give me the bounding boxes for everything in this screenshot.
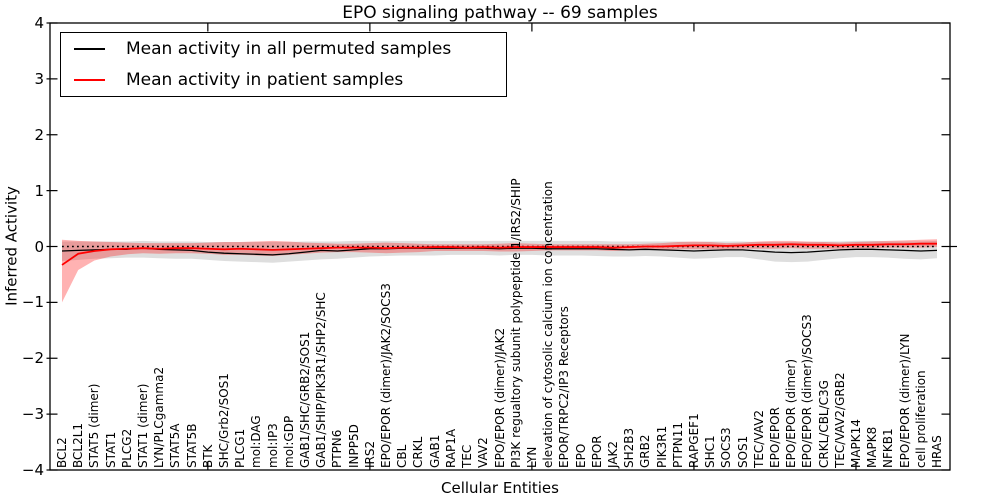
x-category-label: TEC/VAV2: [751, 409, 766, 468]
x-category-label: JAK2: [605, 440, 620, 468]
x-category-label: HRAS: [930, 435, 944, 468]
x-category-label: elevation of cytosolic calcium ion conce…: [541, 181, 556, 468]
x-category-label: GRB2: [638, 434, 653, 468]
x-category-label: PLCG2: [119, 428, 134, 468]
x-category-label: GAB1/SHIP/PIK3R1/SHP2/SHC: [314, 292, 329, 468]
x-category-label: SH2B3: [622, 427, 637, 468]
x-category-label: PTPN6: [330, 429, 345, 468]
x-category-label: EPO/EPOR (dimer)/JAK2: [492, 327, 507, 468]
y-tick-label: 4: [34, 14, 44, 32]
y-tick-label: −3: [21, 405, 44, 424]
x-category-label: STAT5B: [184, 423, 199, 469]
x-category-label: RAPGEF1: [686, 413, 701, 468]
legend-line-sample-red: [74, 78, 105, 81]
x-category-label: MAPK8: [865, 426, 880, 468]
x-category-label: CRKL/CBL/C3G: [816, 380, 831, 468]
x-category-label: EPO/EPOR (dimer)/SOCS3: [800, 314, 815, 468]
x-category-label: EPO/EPOR (dimer)/JAK2/SOCS3: [379, 283, 394, 468]
legend-line-sample-black: [74, 48, 105, 51]
x-category-label: mol:DAG: [249, 415, 264, 468]
x-category-label: MAPK14: [848, 419, 863, 468]
x-category-label: TEC: [460, 444, 475, 468]
x-category-label: LYN: [524, 446, 539, 468]
x-category-label: CBL: [395, 444, 410, 468]
x-category-label: EPOR: [589, 435, 604, 468]
x-category-label: EPO/EPOR: [767, 407, 782, 468]
x-category-label: GAB1/SHC/GRB2/SOS1: [298, 331, 313, 468]
x-category-label: STAT5 (dimer): [87, 383, 102, 468]
x-category-label: PIK3R1: [654, 425, 669, 468]
y-tick-label: 1: [34, 181, 44, 200]
chart-title: EPO signaling pathway -- 69 samples: [342, 3, 658, 23]
y-tick-label: 2: [34, 125, 44, 144]
x-category-label: VAV2: [476, 437, 491, 468]
x-category-label: STAT1 (dimer): [136, 383, 151, 468]
x-category-label: BCL2L1: [71, 422, 86, 468]
x-category-label: BTK: [200, 444, 215, 468]
x-category-label: SHC/Grb2/SOS1: [217, 373, 232, 468]
x-category-label: NFKB1: [881, 428, 896, 468]
y-tick-label: 3: [34, 69, 44, 88]
y-tick-label: −2: [21, 349, 44, 368]
x-category-label: cell proliferation: [913, 370, 928, 468]
x-category-label: BCL2: [55, 437, 69, 468]
x-category-label: PLCG1: [233, 428, 248, 468]
x-category-label: mol:IP3: [265, 423, 280, 468]
x-category-label: TEC/VAV2/GRB2: [832, 372, 847, 468]
x-category-label: LYN/PLCgamma2: [152, 366, 167, 468]
x-category-label: EPOR/TRPC2/IP3 Receptors: [557, 306, 572, 468]
x-category-label: mol:GDP: [281, 415, 296, 468]
x-category-label: STAT1: [103, 431, 118, 468]
x-category-label: EPO: [573, 443, 588, 468]
x-category-label: EPO/EPOR (dimer): [784, 358, 799, 468]
x-category-label: SOS1: [735, 435, 750, 468]
x-category-label: GAB1: [427, 434, 442, 468]
x-category-label: PI3K regualtory subunit polypeptide 1/IR…: [508, 178, 523, 468]
legend-item-patient: Mean activity in patient samples: [74, 66, 506, 94]
legend-label-patient: Mean activity in patient samples: [126, 69, 404, 90]
patient-confidence-band: [62, 239, 937, 303]
x-category-label: RAP1A: [443, 428, 458, 468]
x-category-label: IRS2: [362, 440, 377, 468]
y-tick-label: −4: [21, 461, 44, 479]
x-category-label: INPP5D: [346, 424, 361, 468]
x-axis-label: Cellular Entities: [441, 479, 559, 497]
x-category-label: SOCS3: [719, 427, 734, 468]
x-category-label: STAT5A: [168, 423, 183, 468]
permuted-mean-line: [61, 247, 938, 256]
patient-mean-line: [61, 242, 937, 266]
x-category-label: PTPN11: [670, 421, 685, 468]
legend-item-permuted: Mean activity in all permuted samples: [74, 35, 506, 63]
x-category-label: EPO/EPOR (dimer)/LYN: [897, 333, 912, 468]
y-tick-label: 0: [34, 237, 44, 256]
y-tick-label: −1: [21, 293, 44, 312]
x-category-label: SHC1: [703, 435, 718, 468]
legend-label-permuted: Mean activity in all permuted samples: [126, 39, 452, 60]
x-category-label: CRKL: [411, 436, 426, 468]
legend: Mean activity in all permuted samples Me…: [60, 32, 507, 97]
